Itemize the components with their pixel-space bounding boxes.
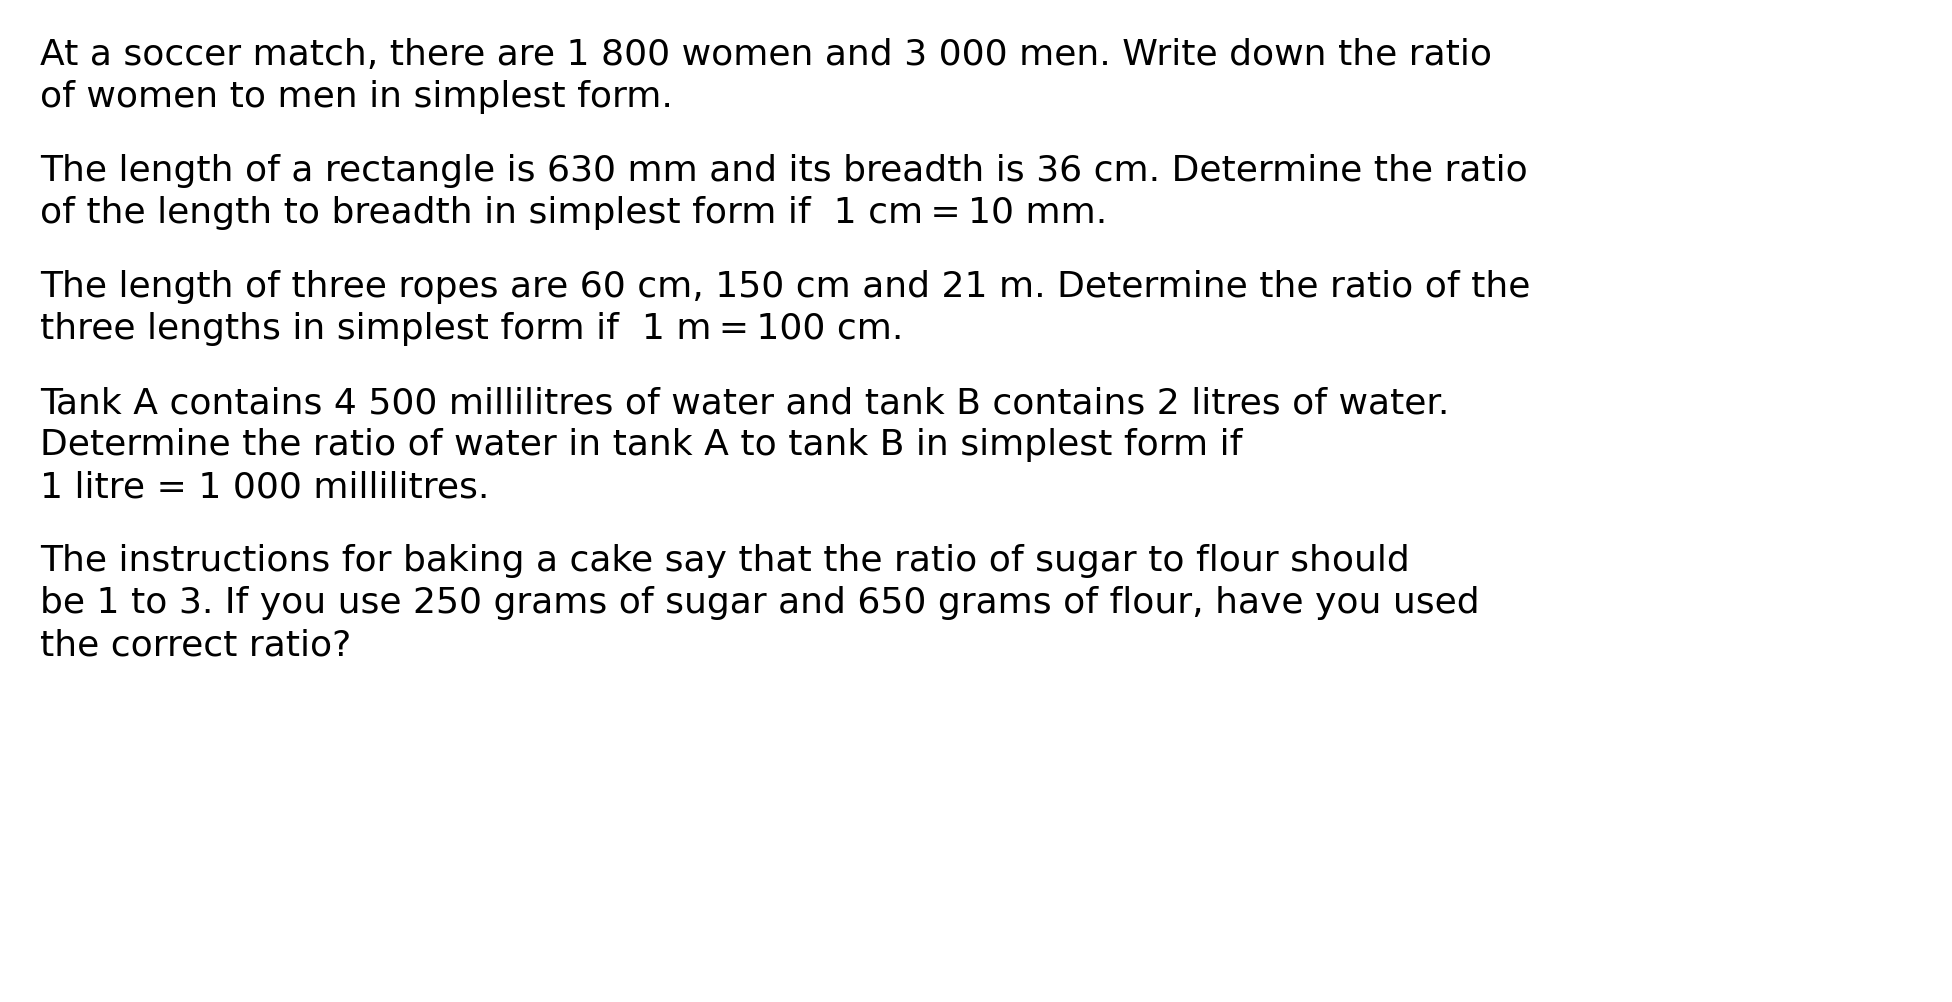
Text: Determine the ratio of water in tank A to tank B in simplest form if: Determine the ratio of water in tank A t… <box>39 428 1241 462</box>
Text: At a soccer match, there are 1 800 women and 3 000 men. Write down the ratio: At a soccer match, there are 1 800 women… <box>39 38 1491 72</box>
Text: 1 litre = 1 000 millilitres.: 1 litre = 1 000 millilitres. <box>39 470 490 504</box>
Text: the correct ratio?: the correct ratio? <box>39 628 351 662</box>
Text: of the length to breadth in simplest form if  1 cm = 10 mm.: of the length to breadth in simplest for… <box>39 196 1107 230</box>
Text: be 1 to 3. If you use 250 grams of sugar and 650 grams of flour, have you used: be 1 to 3. If you use 250 grams of sugar… <box>39 586 1480 620</box>
Text: Tank A contains 4 500 millilitres of water and tank B contains 2 litres of water: Tank A contains 4 500 millilitres of wat… <box>39 386 1450 420</box>
Text: three lengths in simplest form if  1 m = 100 cm.: three lengths in simplest form if 1 m = … <box>39 312 904 346</box>
Text: of women to men in simplest form.: of women to men in simplest form. <box>39 80 673 114</box>
Text: The length of a rectangle is 630 mm and its breadth is 36 cm. Determine the rati: The length of a rectangle is 630 mm and … <box>39 154 1528 188</box>
Text: The length of three ropes are 60 cm, 150 cm and 21 m. Determine the ratio of the: The length of three ropes are 60 cm, 150… <box>39 270 1530 304</box>
Text: The instructions for baking a cake say that the ratio of sugar to flour should: The instructions for baking a cake say t… <box>39 544 1409 578</box>
